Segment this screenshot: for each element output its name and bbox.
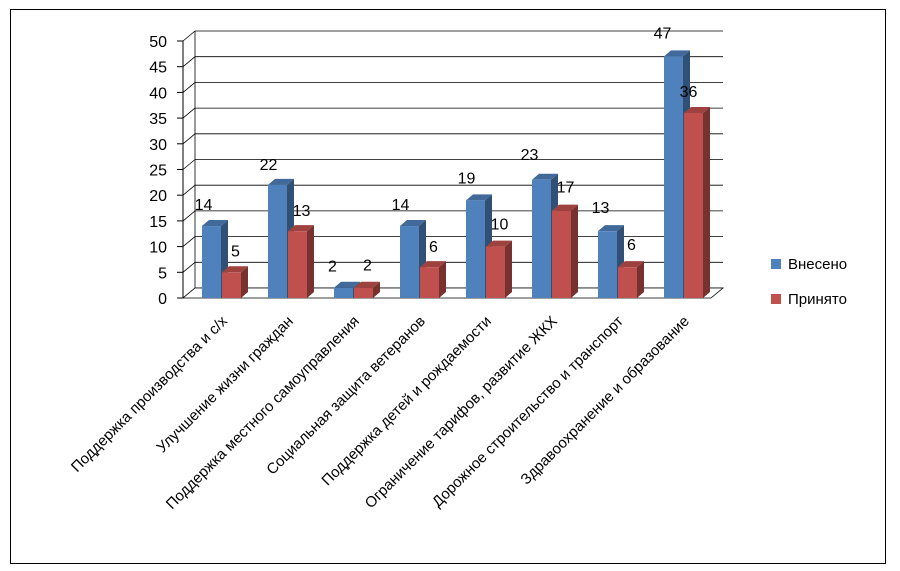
- data-label: 36: [680, 84, 698, 101]
- x-tick-label: Улучшение жизни граждан: [153, 313, 296, 456]
- bar-top: [354, 281, 380, 288]
- legend-swatch: [771, 294, 781, 304]
- bar-side: [571, 204, 578, 298]
- y-tick-label: 10: [149, 240, 167, 257]
- bar-side: [373, 281, 380, 298]
- y-tick-label: 15: [149, 214, 167, 231]
- data-label: 14: [392, 197, 410, 214]
- bar-top: [552, 204, 578, 211]
- data-label: 17: [557, 180, 575, 197]
- gridline-side: [182, 236, 196, 247]
- bar-side: [439, 261, 446, 298]
- y-tick-label: 20: [149, 188, 167, 205]
- bar-top: [618, 261, 644, 268]
- bar-vneseno: [532, 179, 551, 298]
- data-label: 2: [363, 258, 372, 275]
- bar-side: [505, 240, 512, 298]
- data-label: 13: [592, 200, 610, 217]
- gridline-side: [182, 210, 196, 222]
- legend-label: Внесено: [788, 256, 847, 273]
- bar-top: [202, 220, 228, 227]
- data-label: 19: [458, 170, 476, 187]
- data-label: 6: [429, 239, 438, 256]
- bar-top: [334, 281, 360, 288]
- bar-side: [637, 261, 644, 298]
- bar-prinyato: [222, 272, 241, 298]
- bar-top: [288, 225, 314, 232]
- bar-top: [420, 261, 446, 268]
- bar-side: [703, 106, 710, 299]
- bar-prinyato: [552, 210, 571, 298]
- bar-top: [466, 194, 492, 201]
- y-tick-label: 25: [149, 163, 167, 180]
- bar-side: [307, 225, 314, 298]
- bar-top: [598, 225, 624, 232]
- data-label: 47: [654, 25, 672, 42]
- gridline-side: [182, 56, 196, 68]
- gridline-side: [182, 82, 196, 93]
- bar-top: [400, 220, 426, 227]
- legend-swatch: [771, 259, 781, 269]
- y-tick-label: 30: [149, 137, 167, 154]
- y-tick-label: 5: [158, 265, 167, 282]
- data-label: 23: [521, 147, 539, 164]
- bar-vneseno: [400, 226, 419, 298]
- y-tick-label: 50: [149, 34, 167, 51]
- y-tick-label: 45: [149, 60, 167, 77]
- gridline-side: [182, 107, 196, 119]
- bar-prinyato: [288, 231, 307, 298]
- bar-top: [684, 106, 710, 113]
- bar-top: [664, 50, 690, 57]
- bar-vneseno: [664, 56, 683, 298]
- data-label: 5: [231, 243, 240, 260]
- gridline-side: [182, 184, 196, 196]
- bar-vneseno: [268, 184, 287, 298]
- bar-top: [532, 173, 558, 180]
- bar-prinyato: [618, 267, 637, 298]
- data-label: 6: [627, 237, 636, 254]
- gridline-side: [182, 30, 196, 42]
- bar-prinyato: [684, 112, 703, 299]
- data-label: 13: [293, 203, 311, 220]
- bar-vneseno: [466, 200, 485, 298]
- bar-prinyato: [420, 267, 439, 298]
- bar-vneseno: [598, 231, 617, 298]
- bar-vneseno: [334, 287, 353, 298]
- gridline-side: [182, 159, 196, 170]
- data-label: 22: [260, 157, 278, 174]
- data-label: 2: [328, 259, 337, 276]
- data-label: 14: [195, 197, 213, 214]
- bar-side: [241, 266, 248, 298]
- gridline-side: [182, 133, 196, 145]
- bar-prinyato: [486, 246, 505, 298]
- legend-label: Принято: [788, 291, 847, 308]
- bar-vneseno: [202, 226, 221, 298]
- bar-prinyato: [354, 287, 373, 298]
- data-label: 10: [491, 217, 509, 234]
- gridline-side: [182, 261, 196, 273]
- y-tick-label: 35: [149, 111, 167, 128]
- bar-top: [486, 240, 512, 247]
- y-tick-label: 40: [149, 85, 167, 102]
- bar-top: [222, 266, 248, 273]
- bar-top: [268, 178, 294, 185]
- y-tick-label: 0: [158, 291, 167, 308]
